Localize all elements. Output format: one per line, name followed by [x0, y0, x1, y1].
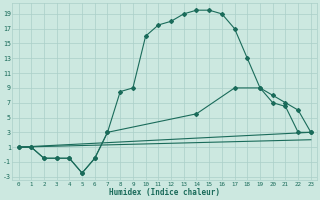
X-axis label: Humidex (Indice chaleur): Humidex (Indice chaleur) — [109, 188, 220, 197]
